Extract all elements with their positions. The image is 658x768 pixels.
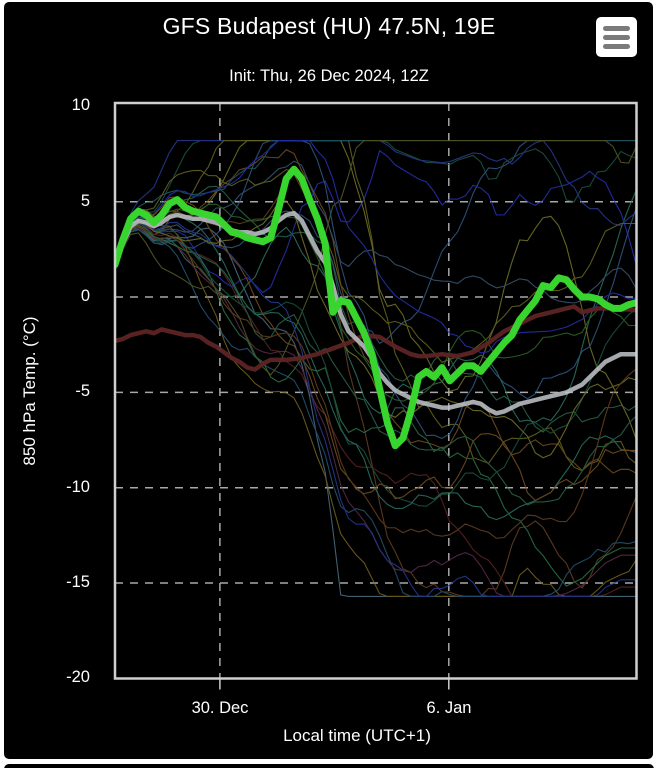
meteogram-card [4,2,653,759]
chart-subtitle: Init: Thu, 26 Dec 2024, 12Z [229,67,429,85]
y-tick-label: -10 [66,478,90,496]
x-tick-marks [219,678,450,690]
x-tick-label: 6. Jan [426,699,472,717]
y-tick-label: -20 [66,668,90,686]
x-tick-label: 30. Dec [191,699,249,717]
gridlines [115,103,637,679]
chart-title: GFS Budapest (HU) 47.5N, 19E [162,13,496,39]
hamburger-menu-icon [603,25,630,49]
y-tick-label: -15 [66,573,90,591]
next-card-top-edge [4,764,654,768]
menu-button[interactable] [596,17,637,57]
x-axis-title: Local time (UTC+1) [283,726,431,745]
series-operational [115,165,637,450]
y-tick-label: 0 [80,287,90,305]
plot-frame [113,101,638,680]
y-tick-label: 10 [71,96,90,114]
series-climate-mean [115,304,637,372]
y-tick-label: 5 [80,192,90,210]
y-tick-label: -5 [75,382,90,400]
